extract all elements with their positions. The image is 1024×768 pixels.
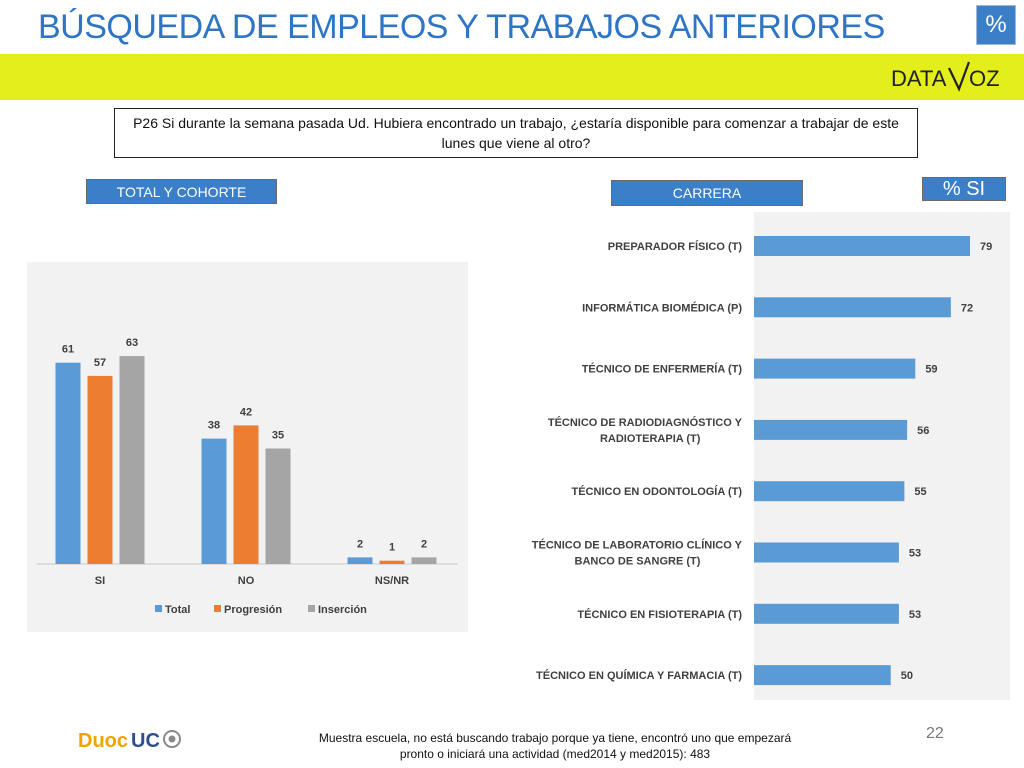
question-box: P26 Si durante la semana pasada Ud. Hubi… [114, 108, 918, 158]
logo-text-left: DATA [891, 66, 947, 91]
legend-label: Inserción [318, 604, 367, 616]
data-label: 53 [909, 548, 921, 560]
footer-note-line-1: Muestra escuela, no está buscando trabaj… [318, 731, 792, 745]
data-label: 53 [909, 609, 921, 621]
data-label: 2 [421, 538, 427, 550]
bar-carrera [754, 236, 970, 256]
carrera-bar-chart: 79 PREPARADOR FÍSICO (T) 72 INFORMÁTICA BIO… [532, 212, 1010, 700]
category-label: TÉCNICO EN FISIOTERAPIA (T) [577, 608, 742, 621]
legend-swatch [308, 605, 315, 612]
category-label-line: TÉCNICO EN ODONTOLOGÍA (T) [572, 485, 743, 498]
logo-v-mark [948, 61, 971, 92]
category-label: TÉCNICO EN QUÍMICA Y FARMACIA (T) [536, 669, 742, 682]
footer-note: Muestra escuela, no está buscando trabaj… [290, 730, 820, 762]
bar-nsnr-2 [411, 557, 437, 564]
question-text: P26 Si durante la semana pasada Ud. Hubi… [133, 115, 899, 151]
bar-no-2 [265, 448, 291, 564]
bar-si-0 [55, 362, 81, 564]
data-label: 61 [62, 344, 74, 356]
bar-carrera [754, 297, 951, 318]
category-label-line: RADIOTERAPIA (T) [600, 433, 701, 445]
category-label: TÉCNICO EN ODONTOLOGÍA (T) [572, 485, 743, 498]
logo-seal [163, 730, 181, 748]
legend-swatch [155, 605, 162, 612]
datavoz-logo: DATA OZ [891, 61, 1000, 92]
data-label: 1 [389, 542, 395, 554]
tag-percent-si: % SI [922, 177, 1006, 201]
bar-no-1 [233, 425, 259, 564]
data-label: 55 [914, 486, 926, 498]
data-label: 72 [961, 302, 973, 314]
data-label: 42 [240, 406, 252, 418]
data-label: 57 [94, 357, 106, 369]
cohort-bar-chart: 61 57 63 SI 38 42 35 NO 2 1 2 NS/NR Total Progresión I… [27, 262, 468, 632]
data-label: 50 [901, 670, 913, 682]
page-number: 22 [926, 725, 944, 742]
category-label: INFORMÁTICA BIOMÉDICA (P) [582, 301, 742, 314]
bar-carrera [754, 665, 891, 686]
category-label: TÉCNICO DE ENFERMERÍA (T) [582, 363, 743, 376]
bar-nsnr-0 [347, 557, 373, 564]
x-tick-label: NO [238, 575, 255, 587]
data-label: 63 [126, 337, 138, 349]
category-label-line: TÉCNICO EN QUÍMICA Y FARMACIA (T) [536, 669, 742, 682]
category-label-line: PREPARADOR FÍSICO (T) [608, 240, 743, 253]
legend-label: Progresión [224, 604, 282, 616]
data-label: 59 [925, 364, 937, 376]
category-label: PREPARADOR FÍSICO (T) [608, 240, 743, 253]
logo-text-right: OZ [969, 66, 1000, 91]
bar-carrera [754, 419, 908, 440]
category-label-line: BANCO DE SANGRE (T) [575, 556, 701, 568]
bar-si-1 [87, 375, 113, 564]
plot-background [754, 212, 1010, 700]
bar-si-2 [119, 356, 145, 564]
duoc-uc-logo: Duoc UC [78, 730, 181, 752]
bar-carrera [754, 481, 905, 502]
legend-label: Total [165, 604, 190, 616]
category-label-line: TÉCNICO DE ENFERMERÍA (T) [582, 363, 743, 376]
x-tick-label: SI [95, 575, 105, 587]
logo-uc-text: UC [131, 730, 160, 752]
legend-swatch [214, 605, 221, 612]
category-label-line: INFORMÁTICA BIOMÉDICA (P) [582, 301, 742, 314]
logo-seal-center [168, 735, 176, 743]
bar-carrera [754, 358, 916, 379]
page-title: BÚSQUEDA DE EMPLEOS Y TRABAJOS ANTERIORE… [38, 8, 885, 46]
category-label-line: TÉCNICO DE LABORATORIO CLÍNICO Y [532, 539, 743, 552]
tag-total-cohorte: TOTAL Y COHORTE [86, 179, 277, 204]
category-label-line: TÉCNICO EN FISIOTERAPIA (T) [577, 608, 742, 621]
category-label: TÉCNICO DE RADIODIAGNÓSTICO Y RADIOTERAPI… [548, 416, 743, 445]
bar-no-0 [201, 438, 227, 564]
footer-note-line-2: pronto o iniciará una actividad (med2014… [399, 747, 711, 761]
category-label-line: TÉCNICO DE RADIODIAGNÓSTICO Y [548, 416, 743, 429]
data-label: 2 [357, 538, 363, 550]
data-label: 56 [917, 425, 929, 437]
data-label: 38 [208, 420, 220, 432]
x-tick-label: NS/NR [375, 575, 409, 587]
tag-carrera: CARRERA [611, 180, 803, 206]
logo-duoc-text: Duoc [78, 730, 128, 752]
percent-badge: % [976, 5, 1016, 45]
data-label: 79 [980, 241, 992, 253]
bar-carrera [754, 603, 899, 624]
header-band [0, 54, 1024, 100]
category-label: TÉCNICO DE LABORATORIO CLÍNICO Y BANCO DE… [532, 539, 743, 568]
bar-carrera [754, 542, 899, 563]
bar-nsnr-1 [379, 560, 405, 564]
data-label: 35 [272, 430, 284, 442]
